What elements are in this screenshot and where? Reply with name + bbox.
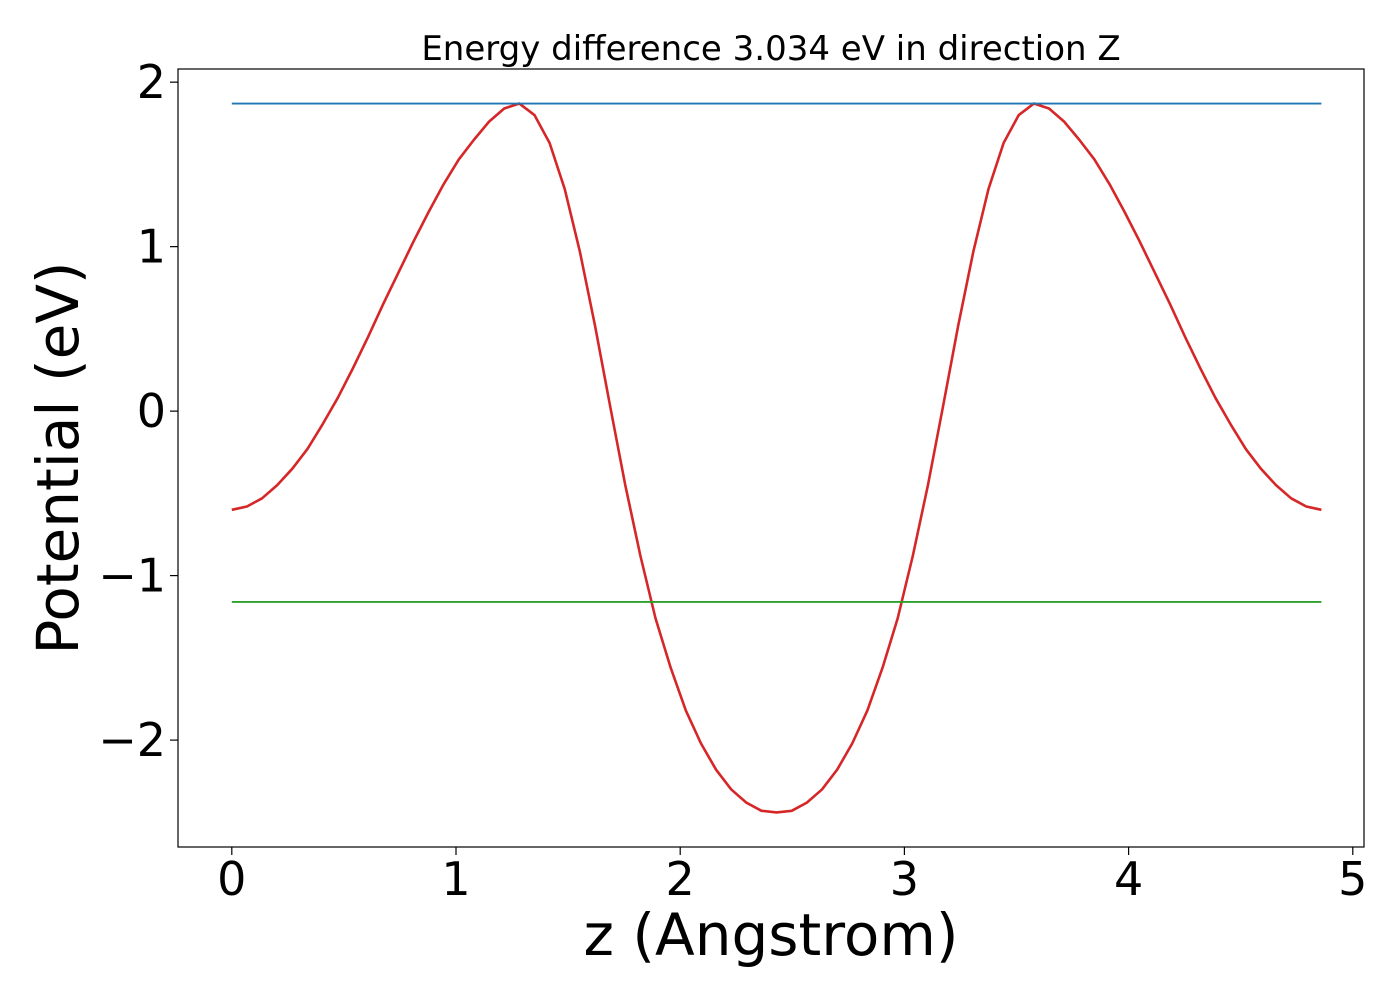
x-tick-label: 5 xyxy=(1338,852,1367,906)
x-tick-label: 3 xyxy=(890,852,919,906)
plot-frame xyxy=(177,68,1365,848)
x-tick-label: 0 xyxy=(217,852,246,906)
y-tick-label: −1 xyxy=(98,549,166,603)
y-tick-label: −2 xyxy=(98,713,166,767)
y-tick-label: 1 xyxy=(137,220,166,274)
y-axis-ticks: −2 −1 0 1 2 xyxy=(98,55,178,767)
plot-area xyxy=(231,102,1322,814)
y-tick-label: 0 xyxy=(137,384,166,438)
x-tick-label: 4 xyxy=(1114,852,1143,906)
y-tick-label: 2 xyxy=(137,55,166,109)
x-axis-label: z (Angstrom) xyxy=(584,901,959,969)
chart-title: Energy difference 3.034 eV in direction … xyxy=(421,29,1120,69)
x-tick-label: 1 xyxy=(441,852,470,906)
x-axis-ticks: 0 1 2 3 4 5 xyxy=(217,847,1367,906)
x-tick-label: 2 xyxy=(666,852,695,906)
y-axis-label: Potential (eV) xyxy=(24,261,92,654)
potential-curve xyxy=(231,102,1322,814)
